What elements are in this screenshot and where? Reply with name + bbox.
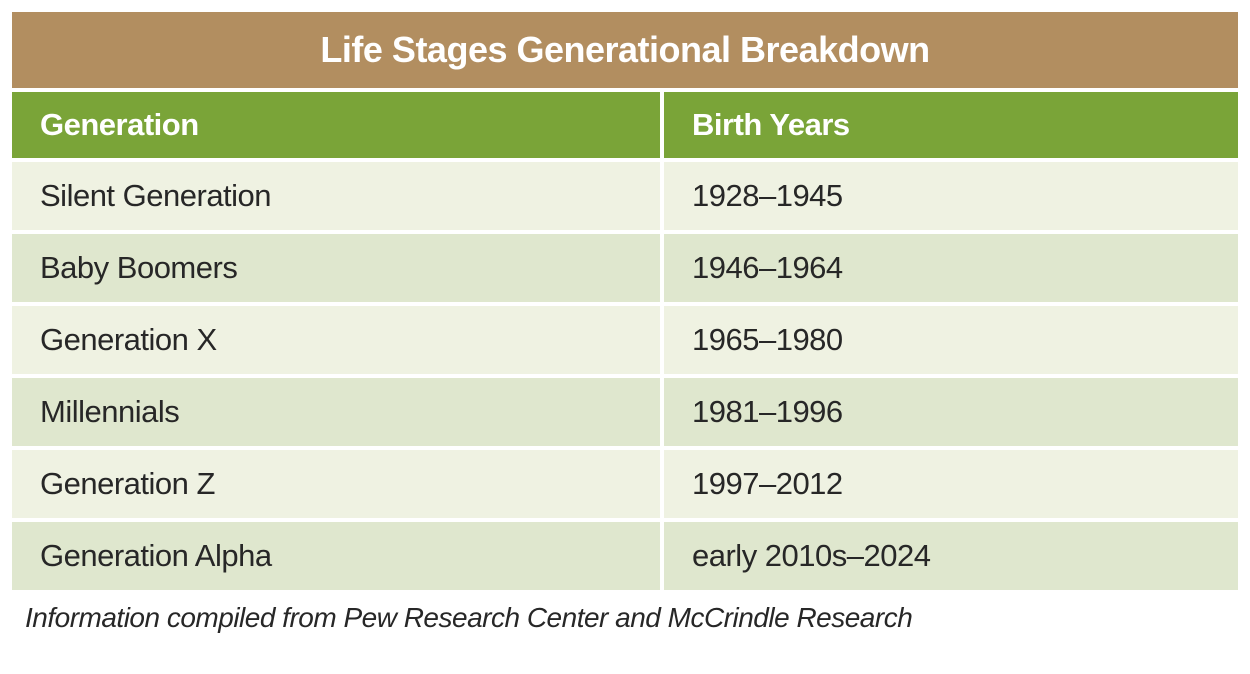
generations-table: Life Stages Generational Breakdown Gener…: [8, 8, 1242, 594]
column-header-row: Generation Birth Years: [12, 92, 1239, 158]
column-header-generation: Generation: [12, 92, 660, 158]
generation-cell: Baby Boomers: [12, 234, 660, 302]
generation-cell: Millennials: [12, 378, 660, 446]
source-note: Information compiled from Pew Research C…: [25, 602, 913, 633]
birth-years-cell: 1981–1996: [664, 378, 1239, 446]
table-row: Millennials 1981–1996: [12, 378, 1239, 446]
table-row: Generation Z 1997–2012: [12, 450, 1239, 518]
generation-cell: Generation Z: [12, 450, 660, 518]
column-header-birth-years: Birth Years: [664, 92, 1239, 158]
generation-cell: Generation Alpha: [12, 522, 660, 590]
table-title: Life Stages Generational Breakdown: [12, 12, 1239, 88]
table-row: Baby Boomers 1946–1964: [12, 234, 1239, 302]
table-row: Silent Generation 1928–1945: [12, 162, 1239, 230]
generation-cell: Silent Generation: [12, 162, 660, 230]
title-row: Life Stages Generational Breakdown: [12, 12, 1239, 88]
table-row: Generation Alpha early 2010s–2024: [12, 522, 1239, 590]
birth-years-cell: 1928–1945: [664, 162, 1239, 230]
generation-cell: Generation X: [12, 306, 660, 374]
table-row: Generation X 1965–1980: [12, 306, 1239, 374]
birth-years-cell: early 2010s–2024: [664, 522, 1239, 590]
birth-years-cell: 1997–2012: [664, 450, 1239, 518]
birth-years-cell: 1965–1980: [664, 306, 1239, 374]
birth-years-cell: 1946–1964: [664, 234, 1239, 302]
